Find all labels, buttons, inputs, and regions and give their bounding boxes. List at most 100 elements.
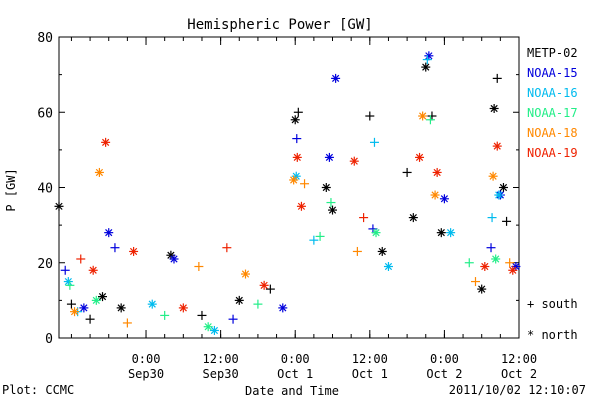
- noaa-16-south-point: [309, 235, 319, 245]
- metp-02-north-point: [408, 213, 418, 223]
- legend-entry-noaa-16: NOAA-16: [527, 86, 578, 100]
- noaa-19-south-point: [222, 243, 232, 253]
- noaa-18-north-point: [289, 175, 299, 185]
- noaa-18-north-point: [70, 307, 80, 317]
- symbol-legend: + south * north: [527, 297, 578, 342]
- x-tick-label-time: 12:00: [203, 352, 239, 366]
- metp-02-north-point: [166, 250, 176, 260]
- data-markers: [54, 51, 521, 335]
- noaa-16-north-point: [446, 228, 456, 238]
- noaa-18-north-point: [488, 171, 498, 181]
- noaa-17-south-point: [65, 280, 75, 290]
- metp-02-south-point: [502, 216, 512, 226]
- noaa-18-south-point: [352, 246, 362, 256]
- noaa-18-north-point: [94, 167, 104, 177]
- x-tick-label-time: 12:00: [352, 352, 388, 366]
- noaa-16-south-point: [487, 213, 497, 223]
- noaa-19-north-point: [432, 167, 442, 177]
- x-tick-label-time: 0:00: [430, 352, 459, 366]
- legend-entry-metp-02: METP-02: [527, 46, 578, 60]
- metp-02-north-point: [54, 201, 64, 211]
- noaa-19-north-point: [259, 280, 269, 290]
- noaa-16-north-point: [494, 190, 504, 200]
- noaa-17-south-point: [326, 198, 336, 208]
- noaa-19-north-point: [480, 262, 490, 272]
- noaa-16-north-point: [209, 325, 219, 335]
- noaa-17-south-point: [464, 258, 474, 268]
- legend-entry-noaa-18: NOAA-18: [527, 126, 578, 140]
- metp-02-north-point: [290, 115, 300, 125]
- x-tick-label-date: Oct 2: [426, 367, 462, 381]
- x-axis-label: Date and Time: [245, 384, 339, 398]
- x-tick-label-date: Sep30: [203, 367, 239, 381]
- metp-02-north-point: [234, 295, 244, 305]
- noaa-15-south-point: [228, 314, 238, 324]
- noaa-16-south-point: [422, 55, 432, 65]
- noaa-17-south-point: [160, 310, 170, 320]
- noaa-17-north-point: [371, 228, 381, 238]
- x-tick-label-time: 0:00: [132, 352, 161, 366]
- noaa-17-north-point: [91, 295, 101, 305]
- x-tick-label-time: 12:00: [501, 352, 537, 366]
- noaa-15-north-point: [169, 254, 179, 264]
- noaa-19-south-point: [359, 213, 369, 223]
- metp-02-south-point: [365, 111, 375, 121]
- metp-02-south-point: [402, 167, 412, 177]
- metp-02-south-point: [265, 284, 275, 294]
- noaa-15-south-point: [486, 243, 496, 253]
- metp-02-north-point: [477, 284, 487, 294]
- noaa-19-north-point: [292, 152, 302, 162]
- noaa-15-north-point: [439, 194, 449, 204]
- noaa-15-north-point: [104, 228, 114, 238]
- metp-02-north-point: [377, 246, 387, 256]
- noaa-17-south-point: [315, 231, 325, 241]
- noaa-15-south-point: [292, 134, 302, 144]
- y-tick-label: 20: [37, 257, 53, 272]
- noaa-15-north-point: [424, 51, 434, 61]
- noaa-17-south-point: [425, 115, 435, 125]
- noaa-19-north-point: [349, 156, 359, 166]
- noaa-16-north-point: [63, 277, 73, 287]
- metp-02-north-point: [328, 205, 338, 215]
- noaa-19-north-point: [101, 137, 111, 147]
- metp-02-south-point: [66, 299, 76, 309]
- metp-02-south-point: [197, 310, 207, 320]
- x-tick-label-time: 0:00: [281, 352, 310, 366]
- noaa-17-north-point: [203, 322, 213, 332]
- noaa-17-north-point: [491, 254, 501, 264]
- legend-entry-noaa-19: NOAA-19: [527, 146, 578, 160]
- noaa-15-north-point: [278, 303, 288, 313]
- generation-timestamp: 2011/10/02 12:10:07: [448, 383, 586, 397]
- legend-entry-noaa-17: NOAA-17: [527, 106, 578, 120]
- noaa-15-north-point: [79, 303, 89, 313]
- y-axis-label: P [GW]: [4, 168, 18, 211]
- noaa-16-north-point: [383, 262, 393, 272]
- noaa-19-north-point: [508, 265, 518, 275]
- noaa-19-south-point: [76, 254, 86, 264]
- noaa-18-south-point: [505, 258, 515, 268]
- metp-02-north-point: [489, 103, 499, 113]
- noaa-18-south-point: [470, 277, 480, 287]
- noaa-18-south-point: [300, 179, 310, 189]
- x-tick-label-date: Oct 2: [501, 367, 537, 381]
- noaa-15-south-point: [110, 243, 120, 253]
- legend-entry-noaa-15: NOAA-15: [527, 66, 578, 80]
- metp-02-north-point: [498, 183, 508, 192]
- x-tick-label-date: Sep30: [128, 367, 164, 381]
- metp-02-north-point: [436, 228, 446, 238]
- chart-title: Hemispheric Power [GW]: [187, 17, 372, 33]
- y-axis-ticks: 0 20 40 60 80: [37, 31, 519, 347]
- y-tick-label: 0: [45, 332, 53, 347]
- noaa-18-north-point: [430, 190, 440, 200]
- plot-frame: [58, 36, 520, 339]
- noaa-15-south-point: [60, 265, 70, 275]
- noaa-19-north-point: [88, 265, 98, 275]
- metp-02-south-point: [293, 107, 303, 117]
- noaa-18-north-point: [418, 111, 428, 121]
- noaa-19-north-point: [415, 152, 425, 162]
- symbol-legend-north: * north: [527, 328, 578, 342]
- y-tick-label: 40: [37, 182, 53, 197]
- x-tick-label-date: Oct 1: [277, 367, 313, 381]
- noaa-15-north-point: [324, 152, 334, 162]
- noaa-19-north-point: [492, 141, 502, 151]
